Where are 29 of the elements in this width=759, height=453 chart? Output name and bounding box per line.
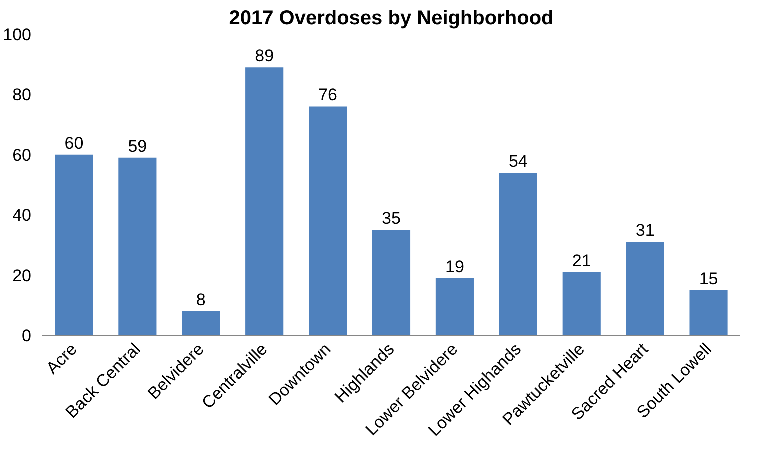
data-label: 59 [128,136,148,156]
data-label: 31 [636,221,655,240]
bar [626,242,664,336]
data-label: 35 [382,209,401,228]
bar [372,230,411,336]
data-label: 89 [255,46,274,66]
data-label: 19 [446,257,464,276]
y-tick-label: 40 [12,206,32,226]
chart-title: 2017 Overdoses by Neighborhood [229,8,554,30]
bar [118,158,157,336]
bar [182,311,220,336]
y-tick-label: 0 [22,326,32,346]
y-tick-label: 80 [12,86,32,105]
data-label: 54 [508,152,528,171]
bar [436,278,474,336]
data-label: 60 [64,134,84,153]
bar [246,68,284,336]
data-label: 8 [196,290,206,310]
data-label: 21 [572,251,592,270]
y-tick-label: 100 [3,26,32,44]
bar [499,172,538,336]
bar [55,154,94,336]
data-label: 76 [318,86,338,105]
bar [690,290,728,336]
y-tick-label: 60 [12,146,32,165]
data-label: 15 [699,269,718,288]
y-tick-label: 20 [12,266,32,286]
bar [309,106,348,336]
bar [562,272,601,336]
